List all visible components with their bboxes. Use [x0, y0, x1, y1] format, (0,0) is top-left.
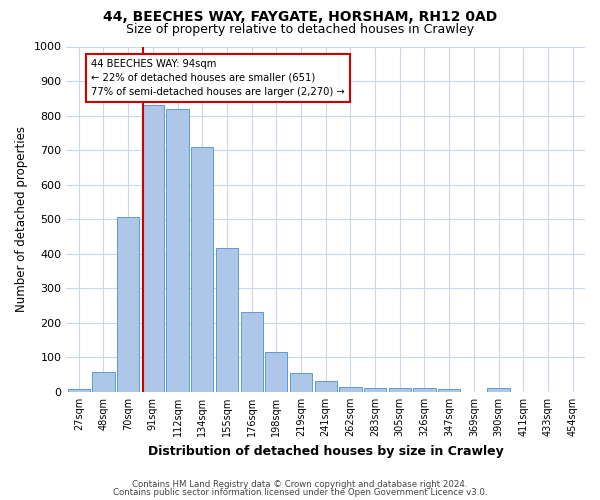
Text: 44, BEECHES WAY, FAYGATE, HORSHAM, RH12 0AD: 44, BEECHES WAY, FAYGATE, HORSHAM, RH12 … [103, 10, 497, 24]
Text: Size of property relative to detached houses in Crawley: Size of property relative to detached ho… [126, 22, 474, 36]
Bar [364, 388, 386, 392]
Bar [314, 381, 337, 392]
Bar [191, 146, 214, 392]
Bar [142, 105, 164, 392]
Bar [389, 388, 411, 392]
Text: Contains public sector information licensed under the Open Government Licence v3: Contains public sector information licen… [113, 488, 487, 497]
Bar [265, 352, 287, 392]
Bar [438, 389, 460, 392]
Y-axis label: Number of detached properties: Number of detached properties [15, 126, 28, 312]
Bar [117, 218, 139, 392]
Text: 44 BEECHES WAY: 94sqm
← 22% of detached houses are smaller (651)
77% of semi-det: 44 BEECHES WAY: 94sqm ← 22% of detached … [91, 58, 345, 96]
Bar [290, 373, 312, 392]
X-axis label: Distribution of detached houses by size in Crawley: Distribution of detached houses by size … [148, 444, 503, 458]
Bar [216, 248, 238, 392]
Bar [92, 372, 115, 392]
Bar [241, 312, 263, 392]
Bar [166, 108, 188, 392]
Bar [339, 386, 362, 392]
Bar [487, 388, 509, 392]
Text: Contains HM Land Registry data © Crown copyright and database right 2024.: Contains HM Land Registry data © Crown c… [132, 480, 468, 489]
Bar [68, 389, 90, 392]
Bar [413, 388, 436, 392]
